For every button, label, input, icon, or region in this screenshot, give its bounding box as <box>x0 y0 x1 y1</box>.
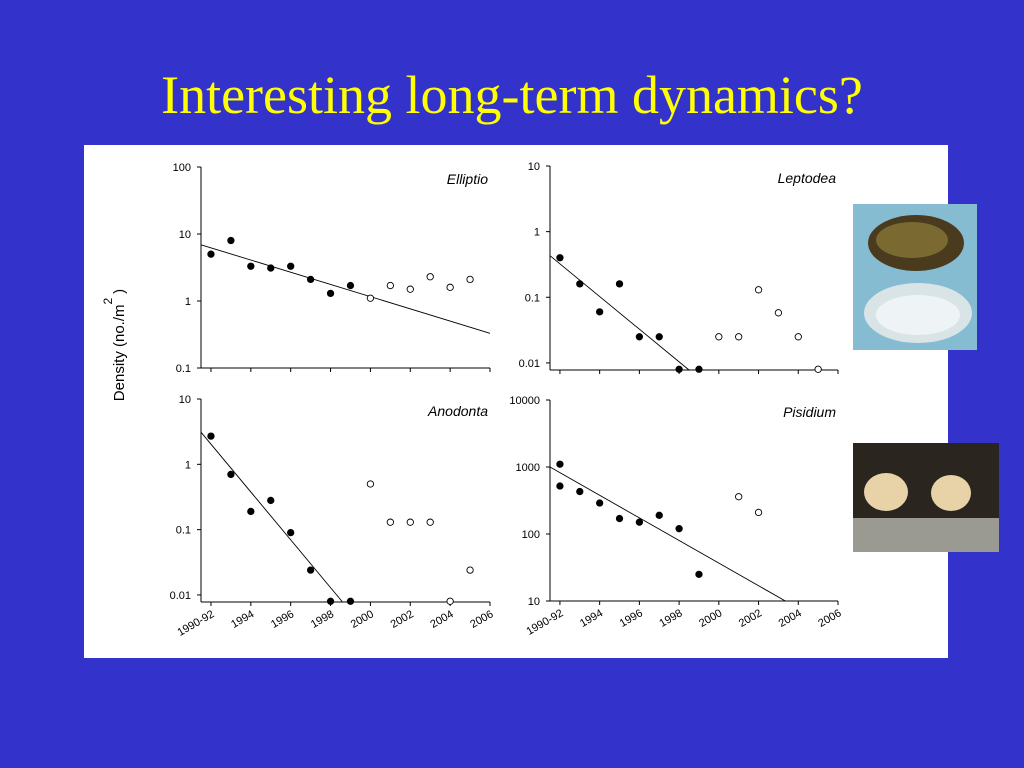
data-point <box>267 264 275 272</box>
y-tick-label: 0.1 <box>176 525 191 537</box>
y-tick-label: 10 <box>528 596 540 608</box>
trend-line <box>549 466 786 602</box>
data-point <box>446 597 454 605</box>
data-point <box>754 286 763 294</box>
data-point <box>287 262 295 270</box>
data-point <box>814 365 822 373</box>
y-label-end: ) <box>111 289 128 294</box>
y-label-main: Density (no./m <box>111 304 128 401</box>
data-point <box>466 566 474 574</box>
data-point <box>386 281 394 290</box>
y-tick-label: 1 <box>534 227 540 239</box>
data-point <box>326 289 335 298</box>
y-tick-label: 1 <box>185 459 191 471</box>
data-point <box>735 493 743 501</box>
data-point <box>306 275 315 284</box>
y-tick-label: 0.01 <box>170 590 191 602</box>
data-point <box>386 518 394 526</box>
data-point <box>576 487 584 496</box>
data-point <box>735 333 743 341</box>
y-tick-label: 10 <box>179 394 191 406</box>
data-point <box>267 496 275 505</box>
data-point <box>346 597 355 605</box>
y-tick-label: 10 <box>528 161 540 173</box>
data-point <box>754 508 763 517</box>
data-point <box>695 365 703 373</box>
y-tick-label: 100 <box>173 162 191 174</box>
pea-clam-photo <box>853 443 999 552</box>
y-tick-label: 0.1 <box>176 363 191 375</box>
data-point <box>346 281 355 290</box>
data-point <box>406 518 414 526</box>
y-tick-label: 10 <box>179 229 191 241</box>
data-point <box>715 333 723 341</box>
data-point <box>406 285 414 293</box>
panel-title: Pisidium <box>783 404 836 420</box>
y-axis-label-group: Density (no./m2) <box>101 289 128 401</box>
data-point <box>615 280 624 288</box>
trend-line <box>200 244 491 334</box>
data-point <box>247 507 255 516</box>
data-point <box>227 470 235 479</box>
data-point <box>287 528 295 537</box>
data-point <box>655 511 663 519</box>
data-point <box>207 432 215 440</box>
data-point <box>446 283 454 291</box>
data-point <box>596 499 604 507</box>
panel-title: Elliptio <box>447 171 488 187</box>
mussel-photo <box>853 204 977 350</box>
data-point <box>675 365 683 373</box>
figure-panel <box>84 145 948 658</box>
y-tick-label: 100 <box>522 529 540 541</box>
data-point <box>306 566 315 574</box>
panel-title: Anodonta <box>427 403 488 419</box>
data-point <box>466 275 474 284</box>
data-point <box>556 254 564 262</box>
data-point <box>247 262 255 270</box>
y-tick-label: 10000 <box>509 395 540 407</box>
y-tick-label: 1 <box>185 296 191 308</box>
data-point <box>695 570 703 578</box>
data-point <box>426 518 434 526</box>
trend-line <box>200 431 343 603</box>
y-axis-label: Density (no./m2) <box>101 289 128 401</box>
y-label-sup: 2 <box>101 297 115 304</box>
panel-title: Leptodea <box>778 170 837 186</box>
data-point <box>227 236 235 245</box>
data-point <box>635 333 644 341</box>
data-point <box>207 250 215 258</box>
data-point <box>774 309 783 317</box>
trend-line <box>549 255 690 371</box>
y-tick-label: 1000 <box>516 462 540 474</box>
data-point <box>655 333 663 341</box>
data-point <box>426 273 434 281</box>
slide-title: Interesting long-term dynamics? <box>161 65 863 125</box>
data-point <box>556 482 564 490</box>
data-point <box>366 480 375 488</box>
data-point <box>675 525 683 533</box>
data-point <box>596 308 604 316</box>
y-tick-label: 0.1 <box>525 292 540 304</box>
data-point <box>366 294 375 302</box>
data-point <box>556 460 564 468</box>
data-point <box>576 280 584 288</box>
data-point <box>794 333 802 341</box>
data-point <box>615 514 624 523</box>
y-tick-label: 0.01 <box>519 358 540 370</box>
data-point <box>635 518 644 526</box>
data-point <box>326 597 335 605</box>
